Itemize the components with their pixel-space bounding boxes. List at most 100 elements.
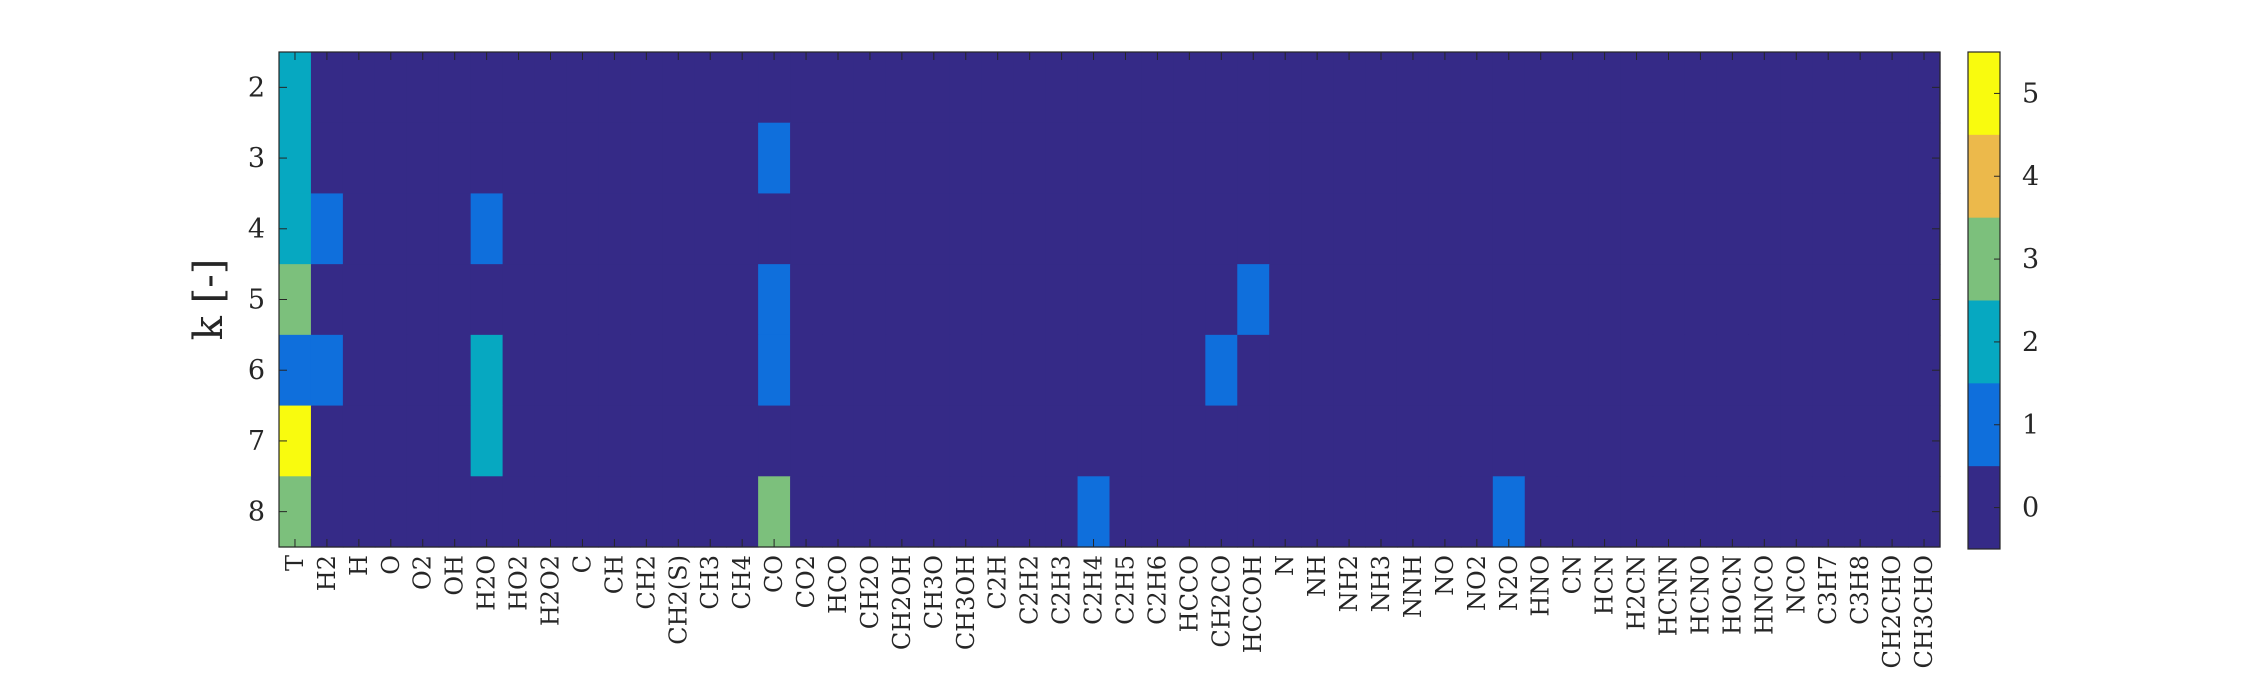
heatmap-cell — [726, 264, 759, 336]
heatmap-cell — [438, 405, 472, 477]
heatmap-cell — [1492, 52, 1526, 124]
x-tick-label: HCNN — [1654, 555, 1682, 636]
x-tick-label: H2O2 — [537, 555, 565, 626]
heatmap-cell — [1684, 476, 1717, 548]
x-tick-label: CH3O — [920, 555, 948, 629]
heatmap-cell — [1620, 193, 1654, 265]
heatmap-cell — [1237, 264, 1270, 336]
heatmap-cell — [949, 52, 983, 124]
heatmap-cell — [566, 264, 600, 336]
heatmap-cell — [470, 52, 504, 124]
heatmap-cell — [1844, 476, 1877, 548]
heatmap-cell — [1173, 264, 1206, 336]
heatmap-cell — [1237, 334, 1270, 407]
heatmap-cell — [1588, 405, 1622, 477]
heatmap-cell — [1109, 476, 1143, 548]
heatmap-cell — [630, 476, 663, 548]
x-tick-label: CH2 — [632, 555, 660, 610]
heatmap-cell — [598, 122, 631, 195]
heatmap-cell — [917, 476, 951, 548]
heatmap-cell — [1141, 52, 1174, 124]
heatmap-cell — [566, 122, 600, 195]
heatmap-cell — [1748, 122, 1781, 195]
heatmap-cell — [1205, 334, 1238, 407]
heatmap-cell — [1684, 264, 1717, 336]
heatmap-cell — [822, 193, 855, 265]
heatmap-cell — [374, 122, 408, 195]
heatmap-cell — [1620, 264, 1654, 336]
heatmap-cell — [470, 264, 504, 336]
heatmap-cell — [502, 122, 536, 195]
heatmap-cell — [662, 334, 695, 407]
heatmap-cell — [1876, 334, 1909, 407]
heatmap-cell — [694, 122, 727, 195]
x-tick-label: NH3 — [1367, 555, 1395, 612]
heatmap-cell — [1396, 122, 1430, 195]
heatmap-cell — [1748, 193, 1781, 265]
heatmap-cell — [598, 476, 631, 548]
heatmap-cell — [726, 405, 759, 477]
heatmap-cell — [1460, 193, 1494, 265]
heatmap-cell — [1780, 334, 1813, 407]
heatmap-cell — [310, 264, 344, 336]
heatmap-cell — [630, 264, 663, 336]
heatmap-cell — [630, 334, 663, 407]
heatmap-cell — [1620, 52, 1654, 124]
heatmap-cell — [630, 52, 663, 124]
x-tick-label: CH3 — [696, 555, 724, 610]
heatmap-cell — [1237, 52, 1270, 124]
heatmap-cell — [1748, 264, 1781, 336]
heatmap-cell — [949, 476, 983, 548]
x-tick-label: CH3OH — [952, 555, 980, 650]
heatmap-cell — [1365, 122, 1398, 195]
x-tick-label: O — [377, 555, 405, 575]
heatmap-cell — [1396, 52, 1430, 124]
colorbar-tick-label: 4 — [2022, 161, 2039, 192]
heatmap-cell — [1077, 122, 1111, 195]
heatmap-cell — [1652, 122, 1686, 195]
heatmap-cell — [1077, 405, 1111, 477]
heatmap-cell — [1205, 476, 1238, 548]
heatmap-cell — [630, 122, 663, 195]
heatmap-cell — [310, 405, 344, 477]
heatmap-cell — [1269, 264, 1302, 336]
x-tick-label: CH2CO — [1207, 555, 1235, 648]
heatmap-cells — [279, 52, 1941, 548]
heatmap-cell — [1588, 334, 1622, 407]
heatmap-cell — [502, 264, 536, 336]
heatmap-cell — [566, 193, 600, 265]
y-tick-label: 6 — [248, 355, 265, 386]
heatmap-cell — [1173, 405, 1206, 477]
heatmap-cell — [566, 52, 600, 124]
heatmap-cell — [790, 264, 823, 336]
heatmap-cell — [1333, 193, 1366, 265]
heatmap-cell — [1780, 264, 1813, 336]
heatmap-cell — [374, 52, 408, 124]
heatmap-cell — [981, 334, 1015, 407]
heatmap-cell — [502, 334, 536, 407]
x-tick-label: C2H6 — [1143, 555, 1171, 625]
heatmap-cell — [1620, 334, 1654, 407]
x-tick-label: C3H7 — [1814, 555, 1842, 625]
x-tick-label: HCN — [1591, 555, 1619, 615]
heatmap-cell — [885, 476, 919, 548]
heatmap-cell — [342, 405, 376, 477]
heatmap-cell — [758, 476, 791, 548]
heatmap-cell — [406, 405, 440, 477]
heatmap-cell — [1013, 476, 1047, 548]
heatmap-cell — [726, 122, 759, 195]
heatmap-cell — [1524, 193, 1558, 265]
heatmap-cell — [1524, 476, 1558, 548]
heatmap-cell — [1396, 334, 1430, 407]
heatmap-cell — [1045, 334, 1079, 407]
heatmap-cell — [949, 193, 983, 265]
heatmap-cell — [1876, 405, 1909, 477]
heatmap-cell — [822, 334, 855, 407]
y-tick-label: 4 — [248, 214, 265, 245]
heatmap-cell — [917, 52, 951, 124]
x-tick-label: HCCOH — [1239, 555, 1267, 653]
heatmap-cell — [1301, 476, 1334, 548]
heatmap-cell — [342, 52, 376, 124]
x-tick-label: N — [1271, 555, 1299, 576]
heatmap-cell — [310, 122, 344, 195]
